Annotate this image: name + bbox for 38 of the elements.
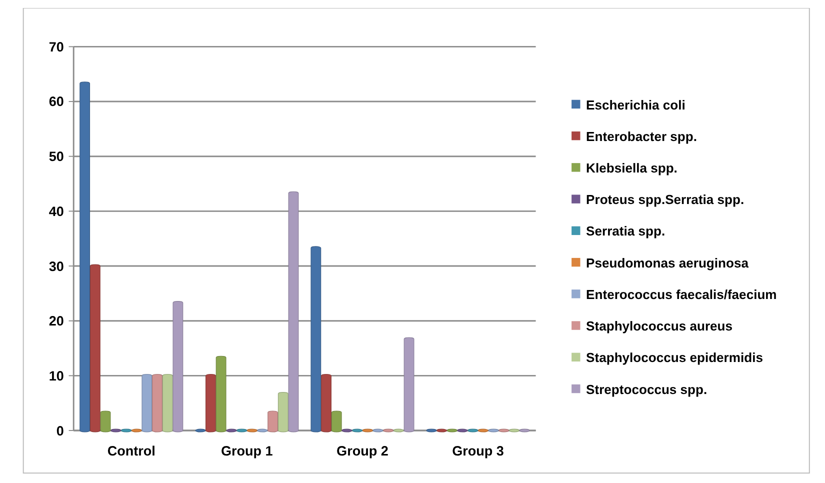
bar [278, 392, 288, 432]
legend-label: Enterobacter spp. [586, 128, 697, 144]
legend-label: Enterococcus faecalis/faecium [586, 286, 777, 302]
bar [162, 374, 173, 432]
bar [172, 301, 184, 432]
x-tick-label: Group 2 [336, 444, 388, 459]
bar [142, 374, 152, 432]
bar [80, 82, 90, 432]
legend-label: Staphylococcus aureus [586, 318, 733, 334]
legend-label: Pseudomonas aeruginosa [586, 255, 750, 270]
legend-label: Streptococcus spp. [586, 382, 708, 397]
y-tick-label: 10 [48, 368, 64, 384]
bar [310, 246, 322, 432]
bar [100, 410, 111, 432]
bar [331, 410, 342, 432]
y-tick-label: 40 [48, 204, 64, 219]
legend-label: Proteus spp.Serratia spp. [586, 192, 744, 208]
x-tick-label: Control [107, 444, 156, 459]
legend-label: Serratia spp. [586, 224, 666, 239]
bar [288, 191, 299, 432]
y-tick-label: 60 [48, 94, 64, 110]
y-tick-label: 0 [56, 423, 64, 438]
legend-label: Klebsiella spp. [586, 160, 678, 176]
bar [321, 374, 332, 432]
legend-label: Staphylococcus epidermidis [586, 350, 763, 366]
y-tick-label: 20 [48, 314, 64, 329]
y-tick-label: 50 [48, 149, 64, 164]
bar [206, 374, 216, 432]
bar [404, 337, 414, 432]
bar [216, 356, 226, 432]
bar [90, 264, 100, 432]
bar [152, 374, 162, 432]
y-tick-label: 70 [48, 39, 64, 54]
x-tick-label: Group 1 [221, 444, 274, 459]
y-tick-label: 30 [48, 258, 64, 274]
bar [268, 410, 278, 432]
legend-label: Escherichia coli [586, 97, 686, 112]
x-tick-label: Group 3 [452, 444, 504, 459]
